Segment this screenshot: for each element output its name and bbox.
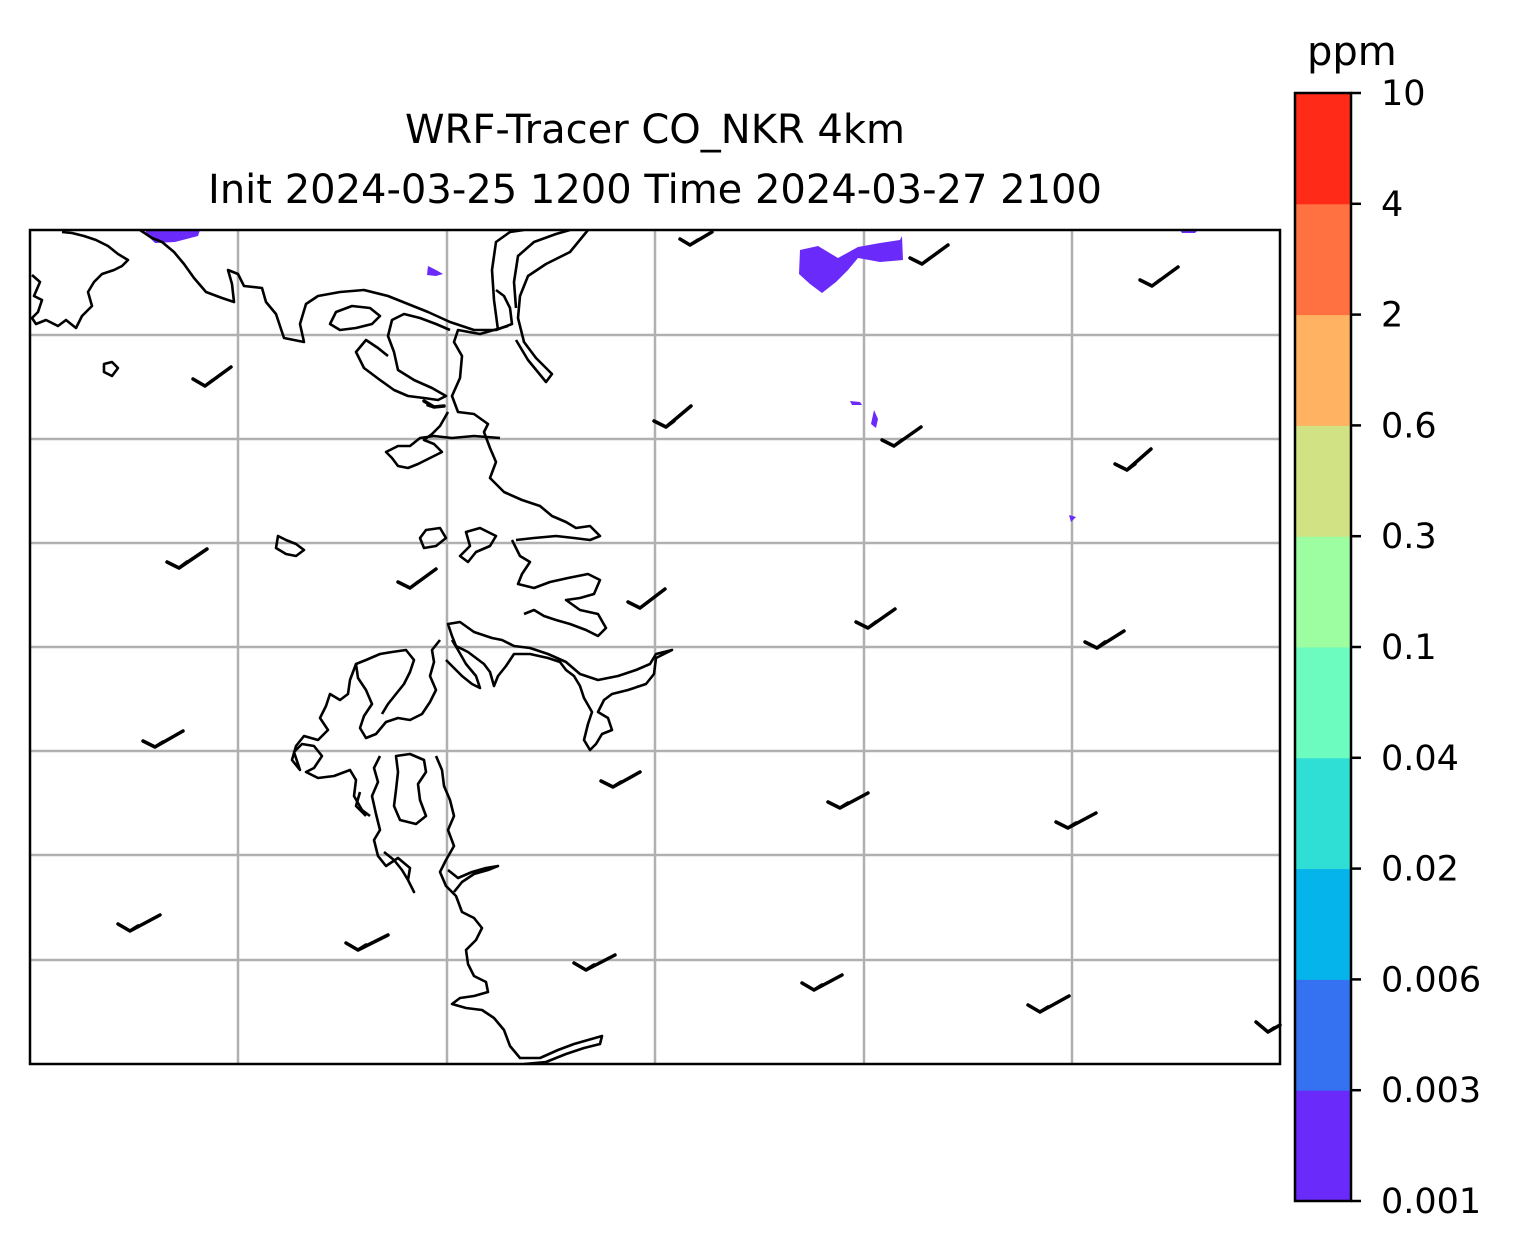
wind-barb: [1054, 811, 1098, 830]
tracer-patch: [145, 230, 200, 243]
tracer-patch: [871, 410, 878, 428]
colorbar-tick-label: 0.02: [1381, 850, 1459, 890]
wind-barb: [1254, 1020, 1282, 1034]
wind-barb: [678, 230, 714, 247]
wind-barb: [141, 729, 185, 749]
colorbar-segment: [1295, 93, 1351, 205]
colorbar-tick-label: 0.3: [1381, 517, 1437, 557]
coastline-island-d: [102, 360, 120, 378]
colorbar-tick-label: 0.003: [1381, 1071, 1481, 1111]
wind-barb: [1113, 447, 1153, 472]
tracer-patch: [799, 236, 903, 293]
colorbar-tick-label: 0.04: [1381, 739, 1459, 779]
colorbar-segment: [1295, 425, 1351, 537]
wind-barb: [652, 404, 693, 429]
colorbar-tick-label: 0.1: [1381, 628, 1437, 668]
colorbar-tick-label: 4: [1381, 185, 1403, 225]
coastline-inlet-mid: [512, 230, 571, 309]
coastline-inlet-east: [514, 230, 590, 384]
coastline-south-spit: [447, 864, 500, 893]
wind-barb: [396, 567, 438, 590]
wind-barb: [626, 587, 667, 610]
coastline-bay: [384, 411, 501, 470]
map-frame: [28, 228, 1282, 1066]
coastline-island-b: [458, 526, 498, 564]
coastline-south-main: [434, 755, 604, 1064]
colorbar-tick-label: 10: [1381, 74, 1426, 114]
tracer-patch: [1069, 515, 1076, 522]
coastline-mid-south: [446, 620, 674, 752]
wind-barb: [191, 365, 233, 388]
coastline-island-a: [418, 526, 448, 550]
coastline-main-upper: [450, 324, 602, 542]
wind-barb: [572, 953, 617, 972]
coastline-south-island: [392, 752, 428, 826]
chart-title-line-1: WRF-Tracer CO_NKR 4km: [404, 107, 906, 153]
wind-barb: [422, 399, 446, 409]
coastlines: [30, 230, 674, 1064]
wind-barb: [826, 791, 870, 810]
colorbar-segment: [1295, 757, 1351, 870]
tracer-concentration-fill: [145, 230, 1198, 522]
gridlines: [30, 230, 1280, 1064]
colorbar-segment: [1295, 979, 1351, 1091]
coastline-mid-east: [510, 539, 608, 638]
colorbar-unit-label: ppm: [1307, 29, 1397, 75]
coastline-northwest: [30, 230, 130, 330]
wind-barb: [116, 913, 162, 933]
colorbar-segment: [1295, 647, 1351, 759]
coastline-south-inner: [354, 791, 367, 817]
colorbar-segment: [1295, 1090, 1351, 1202]
wind-barb: [1138, 265, 1180, 288]
wind-barb: [854, 607, 897, 630]
coastline-south-channel: [370, 755, 416, 894]
colorbar-segment: [1295, 314, 1351, 426]
coastline-island-north: [328, 304, 382, 332]
wind-barb: [1083, 629, 1126, 650]
coastline-main-west: [354, 312, 451, 402]
wind-barb: [908, 243, 950, 266]
tracer-patch: [850, 401, 862, 405]
colorbar-tick-label: 0.001: [1381, 1182, 1481, 1222]
colorbar: 0.001 0.003 0.006 0.02 0.04 0.1 0.3 0.6 2 4 10: [1293, 74, 1481, 1222]
wind-barb: [880, 425, 923, 448]
colorbar-segment: [1295, 536, 1351, 648]
coastline-southwest-west: [290, 663, 371, 818]
colorbar-tick-label: 0.6: [1381, 406, 1437, 446]
wind-barb: [599, 770, 642, 789]
wind-barb: [344, 933, 390, 952]
colorbar-tick-label: 0.006: [1381, 960, 1481, 1000]
wind-barb: [165, 547, 209, 570]
chart-title-line-2: Init 2024-03-25 1200 Time 2024-03-27 210…: [208, 167, 1102, 213]
coastline-inlet-west: [490, 230, 525, 331]
tracer-patch: [427, 266, 443, 276]
wind-barbs: [116, 230, 1282, 1034]
coastline-north: [139, 230, 514, 344]
coastline-southwest-complex: [354, 639, 442, 740]
wind-barb: [1026, 994, 1071, 1014]
coastline-peninsula: [445, 639, 482, 690]
colorbar-segment: [1295, 203, 1351, 316]
coastline-island-c: [274, 534, 306, 558]
colorbar-tick-label: 2: [1381, 296, 1403, 336]
colorbar-segment: [1295, 868, 1351, 980]
wind-barb: [800, 973, 844, 992]
